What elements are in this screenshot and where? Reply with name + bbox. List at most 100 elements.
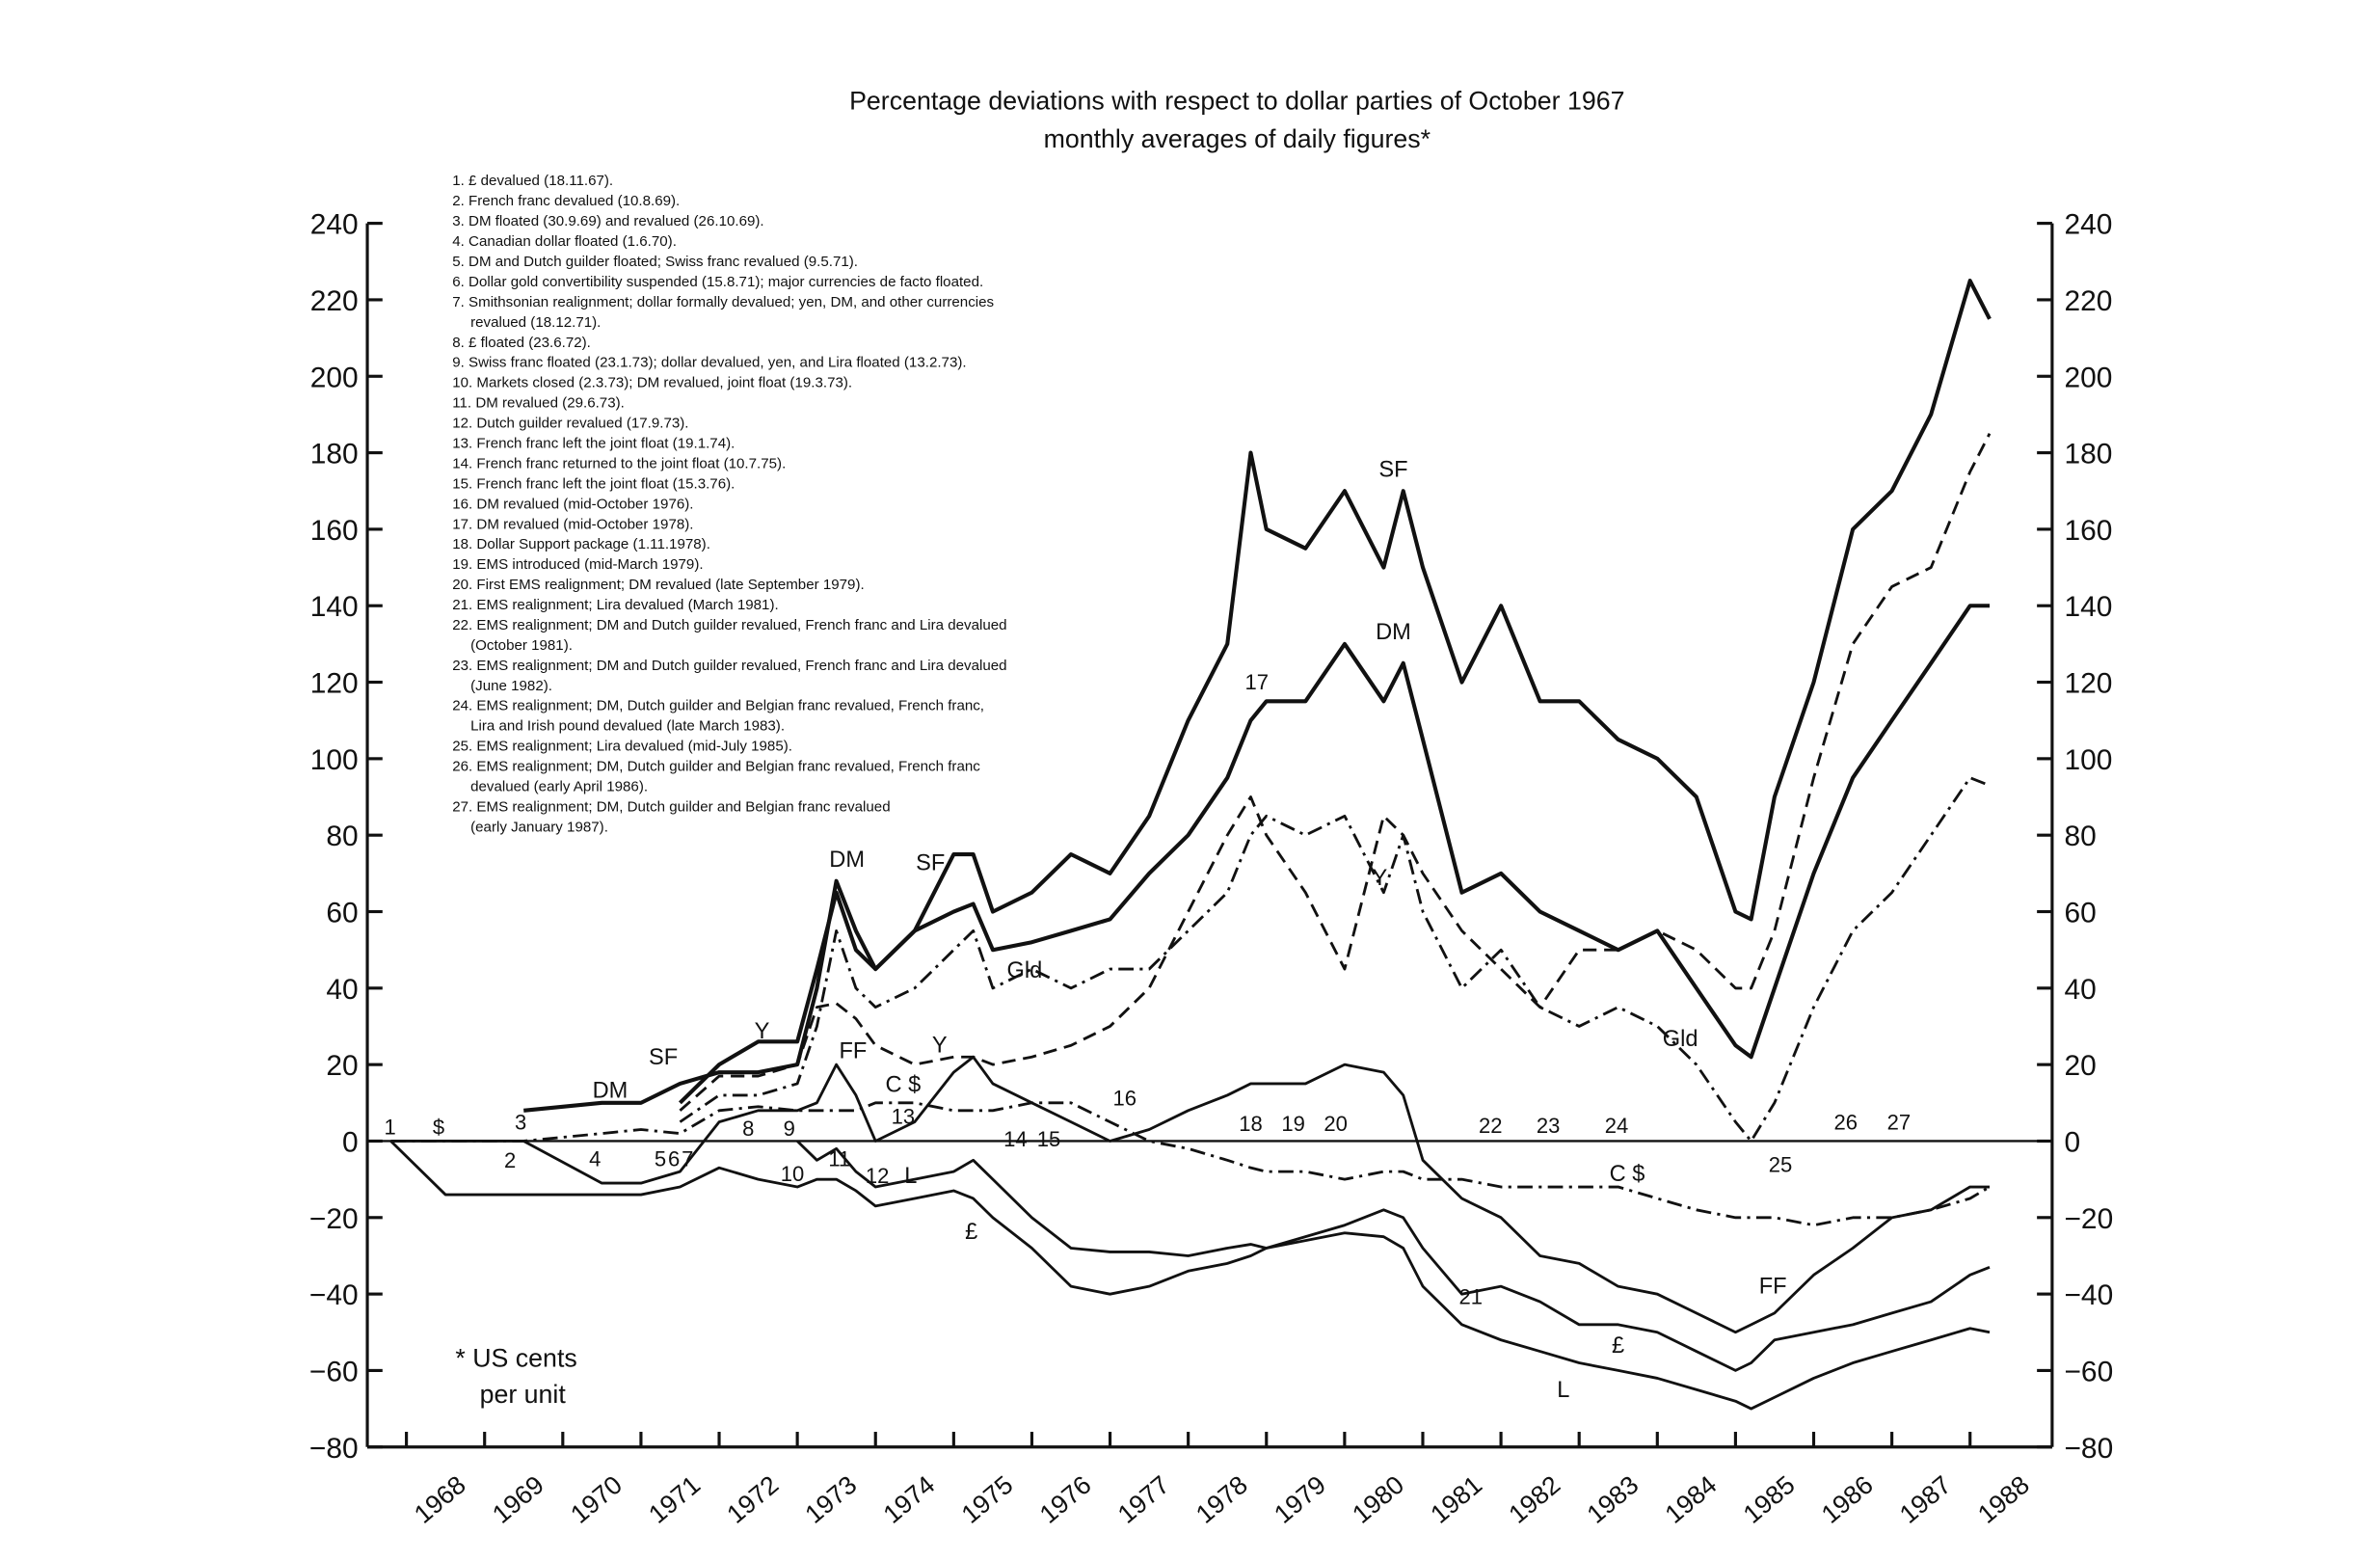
event-label: 5 — [655, 1146, 666, 1171]
y-tick-label-right: −20 — [2064, 1203, 2113, 1235]
note-line: 12. Dutch guilder revalued (17.9.73). — [452, 416, 688, 432]
y-tick-label: −20 — [309, 1203, 359, 1235]
event-label: 17 — [1245, 670, 1270, 694]
event-label: 25 — [1769, 1153, 1793, 1177]
note-line: devalued (early April 1986). — [470, 779, 648, 795]
series-label: Y — [755, 1019, 770, 1044]
series-label: SF — [649, 1045, 678, 1070]
series-label: DM — [593, 1079, 628, 1104]
x-tick-label: 1969 — [487, 1470, 549, 1529]
footnote: * US cents — [455, 1343, 576, 1372]
y-tick-label-right: 220 — [2064, 285, 2112, 317]
series-label: SF — [916, 850, 945, 875]
event-label: 27 — [1887, 1111, 1912, 1135]
note-line: 24. EMS realignment; DM, Dutch guilder a… — [452, 698, 984, 714]
y-tick-label: 220 — [310, 285, 359, 317]
note-line: 20. First EMS realignment; DM revalued (… — [452, 577, 864, 593]
event-label: 12 — [866, 1164, 890, 1188]
series-label: Y — [932, 1033, 948, 1058]
series-label: £ — [965, 1220, 977, 1245]
series-label: FF — [1759, 1275, 1787, 1300]
series-label: Y — [1372, 866, 1387, 891]
y-tick-label: 20 — [326, 1050, 358, 1082]
note-line: 5. DM and Dutch guilder floated; Swiss f… — [452, 254, 858, 270]
x-tick-label: 1986 — [1816, 1470, 1879, 1529]
note-line: 2. French franc devalued (10.8.69). — [452, 193, 680, 209]
y-tick-label: −40 — [309, 1279, 359, 1311]
chart-subtitle: monthly averages of daily figures* — [1044, 124, 1431, 153]
event-label: 9 — [784, 1117, 795, 1141]
note-line: 3. DM floated (30.9.69) and revalued (26… — [452, 213, 763, 229]
x-tick-label: 1978 — [1190, 1470, 1253, 1529]
y-tick-label-right: 60 — [2064, 898, 2096, 929]
series-label: FF — [840, 1039, 868, 1064]
note-line: 19. EMS introduced (mid-March 1979). — [452, 556, 703, 573]
x-tick-label: 1974 — [878, 1470, 941, 1529]
y-tick-label: 0 — [342, 1126, 359, 1158]
x-tick-label: 1979 — [1269, 1470, 1331, 1529]
note-line: 14. French franc returned to the joint f… — [452, 455, 786, 471]
event-label: 10 — [781, 1162, 805, 1186]
note-line: 1. £ devalued (18.11.67). — [452, 173, 613, 189]
note-line: 8. £ floated (23.6.72). — [452, 335, 591, 351]
series-line — [523, 604, 1991, 1113]
x-tick-label: 1987 — [1894, 1470, 1957, 1529]
series-line — [679, 776, 1991, 1143]
series-label: DM — [1376, 620, 1411, 645]
event-label: 20 — [1324, 1112, 1348, 1136]
event-label: 8 — [742, 1117, 754, 1141]
event-label: 2 — [504, 1148, 516, 1172]
y-tick-label-right: 200 — [2064, 362, 2112, 393]
note-line: 7. Smithsonian realignment; dollar forma… — [452, 294, 994, 310]
x-tick-label: 1970 — [565, 1470, 628, 1529]
y-tick-label: 120 — [310, 668, 359, 700]
x-tick-label: 1985 — [1738, 1470, 1801, 1529]
note-line: 26. EMS realignment; DM, Dutch guilder a… — [452, 759, 980, 775]
note-line: 16. DM revalued (mid-October 1976). — [452, 496, 693, 512]
series-line — [389, 1140, 1991, 1372]
note-line: 6. Dollar gold convertibility suspended … — [452, 274, 983, 290]
event-label: 24 — [1605, 1114, 1629, 1138]
event-label: 1 — [385, 1115, 396, 1139]
series-label: DM — [829, 848, 865, 873]
y-tick-label-right: 180 — [2064, 439, 2112, 471]
y-tick-label-right: 100 — [2064, 744, 2112, 776]
series-label: £ — [1612, 1333, 1624, 1359]
note-line: revalued (18.12.71). — [470, 314, 601, 331]
series-label: L — [1557, 1378, 1569, 1403]
y-tick-label-right: 80 — [2064, 821, 2096, 852]
y-tick-label-right: 40 — [2064, 974, 2096, 1006]
y-tick-label-right: 240 — [2064, 209, 2112, 241]
x-tick-label: 1977 — [1112, 1470, 1175, 1529]
x-tick-label: 1983 — [1582, 1470, 1645, 1529]
note-line: 13. French franc left the joint float (1… — [452, 436, 735, 452]
y-tick-label-right: 0 — [2064, 1126, 2080, 1158]
series-line — [679, 433, 1992, 1112]
event-label: $ — [433, 1115, 444, 1139]
event-label: 14 — [1003, 1127, 1028, 1151]
y-tick-label-right: −40 — [2064, 1279, 2113, 1311]
y-tick-label: 200 — [310, 362, 359, 393]
event-label: 3 — [515, 1111, 526, 1135]
y-tick-label: 40 — [326, 974, 358, 1006]
series-line — [390, 1101, 1991, 1227]
note-line: 18. Dollar Support package (1.11.1978). — [452, 536, 710, 552]
event-label: 16 — [1113, 1086, 1137, 1110]
x-tick-label: 1980 — [1347, 1470, 1409, 1529]
x-tick-label: 1975 — [956, 1470, 1019, 1529]
y-tick-label: 80 — [326, 821, 358, 852]
series-line — [678, 279, 1992, 1105]
y-tick-label: 160 — [310, 515, 359, 547]
event-label: 23 — [1537, 1114, 1561, 1138]
y-tick-label: −80 — [309, 1433, 359, 1465]
y-tick-label: 240 — [310, 209, 359, 241]
series-label: C $ — [1610, 1162, 1645, 1187]
note-line: 11. DM revalued (29.6.73). — [452, 395, 625, 412]
series-line — [796, 1140, 1991, 1411]
event-label: 21 — [1459, 1285, 1484, 1309]
event-label: 11 — [828, 1146, 850, 1171]
x-tick-label: 1968 — [409, 1470, 471, 1529]
note-line: 25. EMS realignment; Lira devalued (mid-… — [452, 739, 792, 755]
